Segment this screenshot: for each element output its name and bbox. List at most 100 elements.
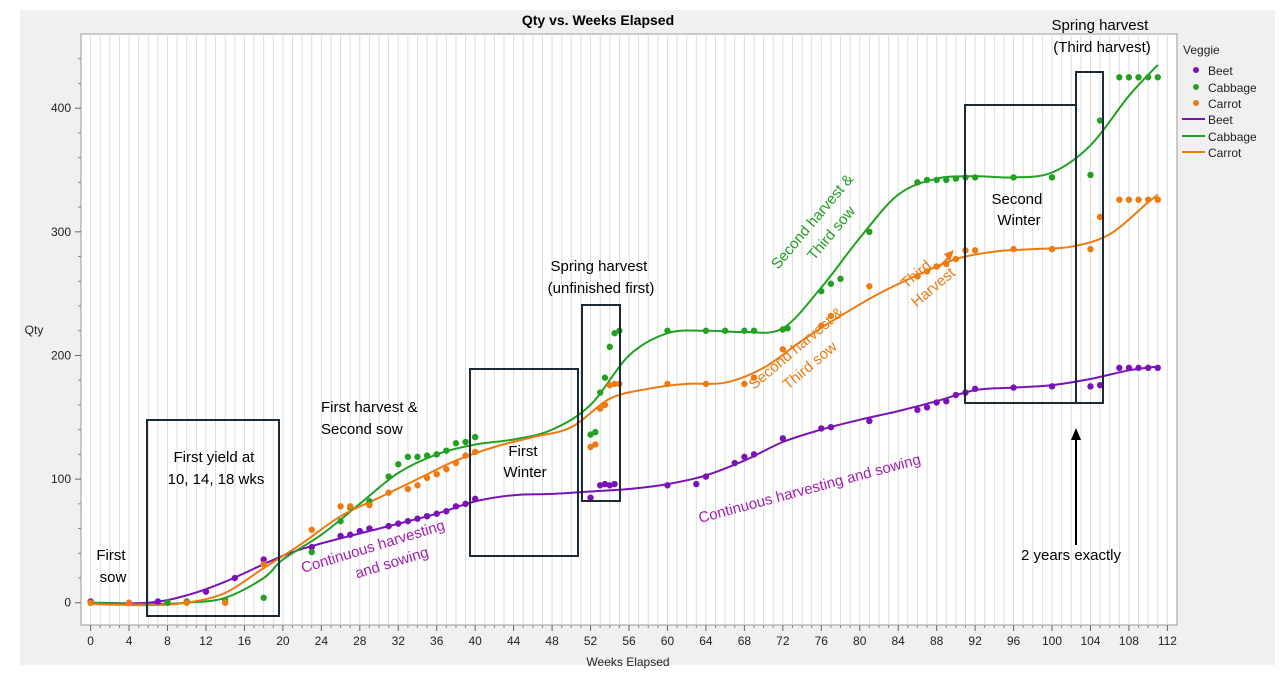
x-tick-label: 48 bbox=[545, 634, 559, 648]
legend-item-carrot-marker: Carrot bbox=[1193, 97, 1242, 111]
point-cabbage bbox=[750, 327, 758, 334]
note-second-winter-line-2: Winter bbox=[997, 212, 1040, 229]
grid-lines bbox=[90, 34, 1168, 625]
point-cabbage bbox=[611, 330, 618, 337]
point-beet bbox=[971, 385, 979, 393]
point-cabbage bbox=[837, 275, 844, 283]
note-spring-harvest-1: Spring harvest (unfinished first) bbox=[548, 258, 655, 297]
point-beet bbox=[601, 480, 609, 488]
point-cabbage bbox=[414, 453, 421, 461]
point-beet bbox=[471, 495, 479, 503]
point-cabbage bbox=[1087, 171, 1094, 179]
legend-item-beet-marker: Beet bbox=[1193, 64, 1233, 78]
point-cabbage bbox=[395, 461, 402, 468]
point-cabbage bbox=[933, 176, 940, 184]
point-cabbage bbox=[601, 374, 609, 381]
point-beet bbox=[606, 482, 613, 489]
point-carrot bbox=[702, 380, 710, 388]
point-beet bbox=[596, 482, 604, 489]
arrow-third-harvest bbox=[937, 256, 950, 269]
note-first-winter-line-2: Winter bbox=[503, 464, 546, 481]
x-tick-label: 108 bbox=[1119, 634, 1139, 648]
legend-item-cabbage-marker: Cabbage bbox=[1193, 81, 1257, 95]
point-cabbage bbox=[866, 228, 873, 236]
point-carrot bbox=[404, 485, 412, 493]
x-tick-label: 72 bbox=[776, 634, 790, 648]
point-cabbage bbox=[404, 453, 412, 461]
x-tick-label: 112 bbox=[1158, 634, 1177, 648]
point-beet bbox=[1125, 364, 1133, 372]
x-tick-label: 20 bbox=[276, 634, 290, 648]
x-tick-label: 4 bbox=[126, 634, 133, 648]
point-carrot bbox=[414, 482, 421, 489]
point-carrot bbox=[741, 380, 748, 388]
point-carrot bbox=[866, 283, 873, 290]
point-cabbage bbox=[952, 175, 960, 182]
point-beet bbox=[587, 494, 594, 501]
x-tick-label: 36 bbox=[430, 634, 444, 648]
point-beet bbox=[943, 398, 950, 405]
x-tick-label: 16 bbox=[238, 634, 252, 648]
point-beet bbox=[202, 588, 210, 595]
point-carrot bbox=[337, 503, 344, 510]
point-beet bbox=[933, 399, 940, 406]
point-carrot bbox=[923, 268, 931, 275]
point-beet bbox=[611, 480, 618, 488]
point-carrot bbox=[260, 561, 267, 568]
chart-title: Qty vs. Weeks Elapsed bbox=[522, 12, 674, 28]
y-tick-label: 400 bbox=[51, 101, 71, 115]
point-carrot bbox=[587, 443, 594, 451]
point-cabbage bbox=[741, 327, 748, 334]
point-beet bbox=[462, 500, 469, 508]
point-carrot bbox=[308, 526, 315, 533]
point-beet bbox=[337, 532, 344, 540]
arrowhead-third-harvest-icon bbox=[944, 250, 954, 261]
curve-cabbage bbox=[90, 64, 1159, 606]
legend-label: Carrot bbox=[1208, 97, 1242, 111]
point-beet bbox=[664, 482, 671, 489]
x-tick-label: 24 bbox=[315, 634, 329, 648]
y-tick-label: 100 bbox=[51, 472, 71, 486]
point-beet bbox=[231, 574, 239, 582]
point-carrot bbox=[1154, 196, 1161, 203]
annotation-arrows bbox=[937, 250, 1081, 545]
point-cabbage bbox=[1154, 74, 1161, 81]
point-carrot bbox=[664, 380, 671, 388]
point-carrot bbox=[1087, 245, 1094, 253]
point-beet bbox=[356, 527, 364, 535]
legend-title: Veggie bbox=[1183, 43, 1220, 57]
point-carrot bbox=[914, 273, 921, 280]
point-cabbage bbox=[587, 431, 594, 438]
point-beet bbox=[1010, 384, 1017, 391]
y-axis-label: Qty bbox=[25, 323, 44, 337]
point-carrot bbox=[443, 466, 450, 473]
x-tick-label: 56 bbox=[622, 634, 636, 648]
point-beet bbox=[366, 525, 373, 532]
legend-item-carrot-line: Carrot bbox=[1182, 146, 1242, 160]
note-first-sow: First sow bbox=[96, 547, 129, 586]
point-cabbage bbox=[385, 473, 392, 480]
x-tick-label: 60 bbox=[661, 634, 675, 648]
point-cabbage bbox=[1048, 174, 1056, 181]
legend-item-cabbage-line: Cabbage bbox=[1182, 130, 1257, 144]
point-cabbage bbox=[452, 440, 460, 447]
point-carrot bbox=[87, 599, 94, 606]
point-beet bbox=[346, 531, 354, 538]
note-spring-harvest-1-line-1: Spring harvest bbox=[551, 258, 649, 275]
x-tick-label: 28 bbox=[353, 634, 367, 648]
point-beet bbox=[1048, 383, 1056, 390]
point-beet bbox=[260, 556, 267, 563]
data-points bbox=[87, 74, 1161, 606]
point-beet bbox=[154, 598, 162, 605]
point-cabbage bbox=[308, 548, 315, 556]
note-two-years: 2 years exactly bbox=[1021, 547, 1122, 564]
point-beet bbox=[750, 451, 758, 458]
x-tick-label: 100 bbox=[1042, 634, 1062, 648]
point-beet bbox=[404, 517, 412, 525]
point-carrot bbox=[779, 346, 787, 353]
point-carrot bbox=[423, 474, 431, 482]
point-carrot bbox=[1135, 196, 1142, 203]
note-second-winter-line-1: Second bbox=[991, 191, 1042, 208]
point-cabbage bbox=[1135, 74, 1142, 81]
y-tick-label: 200 bbox=[51, 348, 71, 362]
